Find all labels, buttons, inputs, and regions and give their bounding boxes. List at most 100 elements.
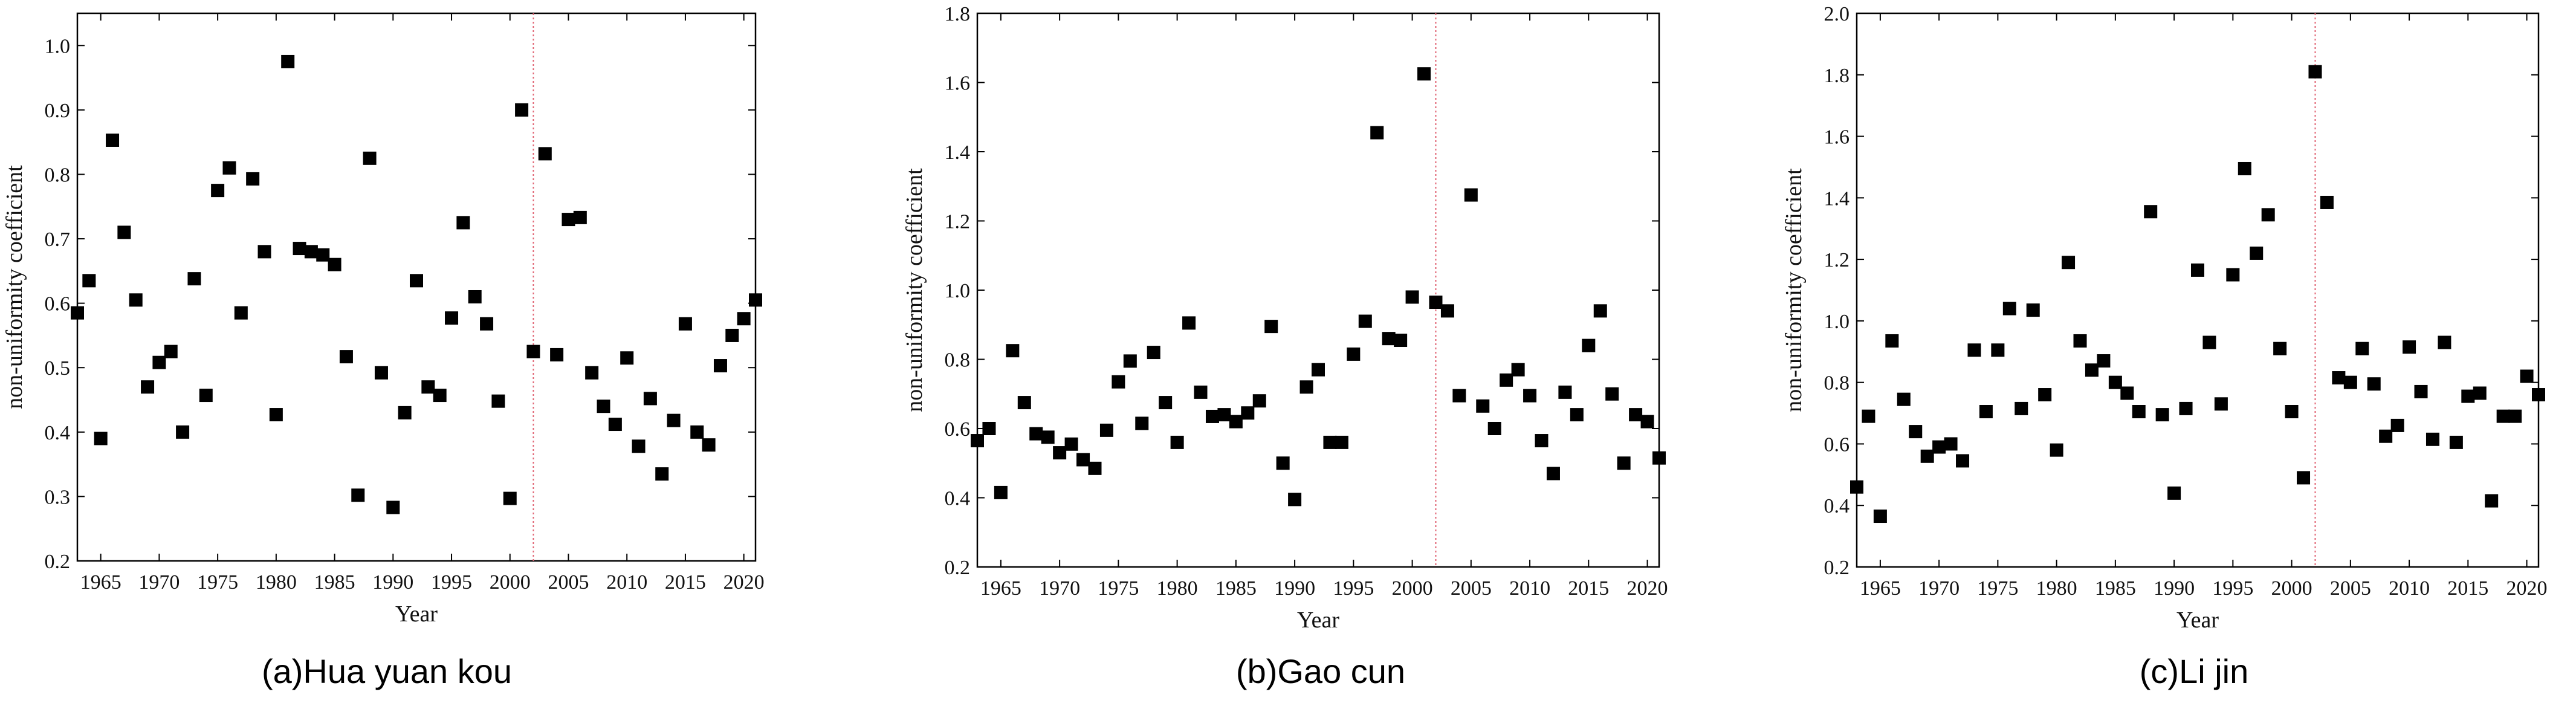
chart-1-data-point	[1605, 387, 1619, 401]
chart-1-y-axis-title: non-uniformity coefficient	[902, 168, 927, 412]
chart-0-data-point	[725, 328, 739, 342]
chart-0-data-point	[386, 500, 400, 514]
chart-0-plot-frame	[76, 12, 757, 562]
chart-1-data-point	[1006, 344, 1020, 358]
chart-2-data-point	[1956, 454, 1970, 468]
chart-2-data-point	[2426, 432, 2439, 446]
chart-2-data-point	[2073, 334, 2087, 348]
chart-2-y-tick-label: 2.0	[1824, 3, 1850, 25]
chart-1-x-tick-label: 2010	[1509, 577, 1550, 600]
chart-2-data-point	[1862, 409, 1875, 423]
chart-1-y-tick-label: 0.6	[945, 418, 971, 441]
chart-1-data-point	[1652, 451, 1666, 465]
chart-2-x-tick-label: 1995	[2212, 577, 2253, 600]
chart-0-data-point	[316, 248, 330, 262]
chart-1-data-point	[1264, 320, 1278, 334]
chart-panel-hua-yuan-kou: 1965 1970 1975 1980 1985 1990 1995 2000 2005 2010…	[2, 12, 765, 690]
chart-1-data-point	[1500, 373, 1513, 387]
chart-0-data-point	[187, 272, 201, 286]
chart-0-x-axis-title: Year	[395, 601, 438, 627]
chart-1-data-point	[971, 434, 984, 448]
chart-1-y-tick-label: 1.0	[945, 280, 971, 302]
chart-1-data-point	[1511, 363, 1525, 377]
chart-1-y-tick-label: 0.4	[945, 488, 971, 510]
chart-2-data-point	[2202, 335, 2216, 349]
chart-0-data-point	[374, 366, 388, 380]
chart-2-data-point	[2449, 435, 2463, 449]
chart-1-x-tick-label: 2005	[1451, 577, 1492, 600]
chart-0-data-point	[234, 306, 248, 320]
chart-2-data-point	[2038, 388, 2052, 402]
chart-2-data-point	[2214, 397, 2228, 411]
chart-0-data-point	[491, 394, 505, 408]
chart-2-data-point	[1979, 405, 1993, 419]
chart-0-data-point	[410, 274, 423, 288]
chart-2-x-tick-label: 2000	[2271, 577, 2312, 600]
chart-1-data-point	[1640, 415, 1654, 429]
chart-0-data-point	[211, 184, 225, 198]
chart-2-y-tick-label: 1.4	[1824, 187, 1850, 210]
chart-1-data-point	[1593, 304, 1607, 318]
chart-0-data-point	[199, 389, 213, 403]
chart-1-data-point	[1558, 385, 1572, 399]
chart-1-data-point	[1347, 347, 1361, 361]
chart-0-data-point	[737, 312, 751, 326]
chart-2-data-point	[2332, 371, 2346, 385]
chart-panel-li-jin: 1965 1970 1975 1980 1985 1990 1995 2000 2005 2010…	[1781, 3, 2548, 690]
chart-0-data-point	[304, 245, 318, 259]
chart-0-data-point	[281, 54, 295, 68]
chart-0-x-tick-label: 2015	[665, 571, 706, 594]
chart-2-data-point	[2179, 401, 2193, 415]
chart-0-y-tick-label: 0.8	[45, 164, 71, 186]
chart-0-data-point	[667, 413, 681, 427]
chart-1-y-tick-label: 1.4	[945, 141, 971, 164]
chart-2-data-point	[2414, 384, 2428, 398]
chart-0-x-tick-label: 2005	[548, 571, 589, 594]
chart-0-x-tick-label: 1980	[256, 571, 297, 594]
chart-0-y-tick-label: 0.7	[45, 228, 71, 251]
chart-1-data-point	[1417, 67, 1431, 81]
chart-0-data-point	[632, 439, 646, 453]
chart-0-data-point	[713, 359, 727, 373]
chart-1-data-point	[1076, 453, 1090, 467]
chart-2-data-point	[2167, 486, 2181, 500]
chart-panel-gao-cun: 1965 1970 1975 1980 1985 1990 1995 2000 2005 2010…	[902, 3, 1668, 690]
chart-0-data-point	[515, 103, 529, 117]
chart-2-y-tick-label: 1.6	[1824, 126, 1850, 149]
chart-2-data-point	[2379, 429, 2393, 443]
chart-1-data-point	[982, 422, 996, 435]
chart-1-data-point	[1546, 467, 1560, 481]
chart-1-x-tick-label: 1990	[1274, 577, 1315, 600]
chart-1-data-point	[1405, 290, 1419, 304]
chart-0-y-axis-title: non-uniformity coefficient	[2, 165, 27, 409]
chart-2-data-point	[2438, 335, 2451, 349]
chart-2-data-point	[1944, 437, 1958, 451]
chart-0-data-point	[82, 274, 96, 288]
chart-1-data-point	[1440, 304, 1454, 318]
chart-0-data-point	[351, 488, 365, 502]
chart-1-data-point	[1629, 408, 1643, 422]
chart-0-x-tick-label: 1970	[138, 571, 180, 594]
chart-0-data-point	[94, 432, 108, 445]
chart-1-data-point	[1382, 332, 1396, 346]
chart-0-data-point	[293, 242, 306, 256]
chart-1-y-tick-label: 1.8	[945, 3, 971, 25]
chart-0-data-point	[222, 161, 236, 175]
chart-2-data-point	[2250, 246, 2264, 260]
chart-2-data-point	[2155, 408, 2169, 422]
chart-2-data-point	[1873, 510, 1887, 523]
chart-0-data-point	[339, 350, 353, 364]
chart-1-data-point	[1394, 334, 1408, 348]
chart-0-data-point	[117, 225, 131, 239]
chart-0-data-point	[620, 351, 634, 365]
chart-1-data-point	[1582, 338, 1596, 352]
chart-2-x-tick-label: 1980	[2036, 577, 2077, 600]
chart-0-data-point	[363, 151, 377, 165]
chart-1-data-point	[1099, 423, 1113, 437]
chart-0-data-point	[690, 425, 704, 439]
chart-1-data-point	[1205, 409, 1219, 423]
chart-0-data-point	[246, 172, 260, 186]
chart-1-data-point	[1358, 314, 1372, 328]
chart-1-data-point	[1064, 437, 1078, 451]
chart-1-data-point	[1487, 422, 1501, 435]
